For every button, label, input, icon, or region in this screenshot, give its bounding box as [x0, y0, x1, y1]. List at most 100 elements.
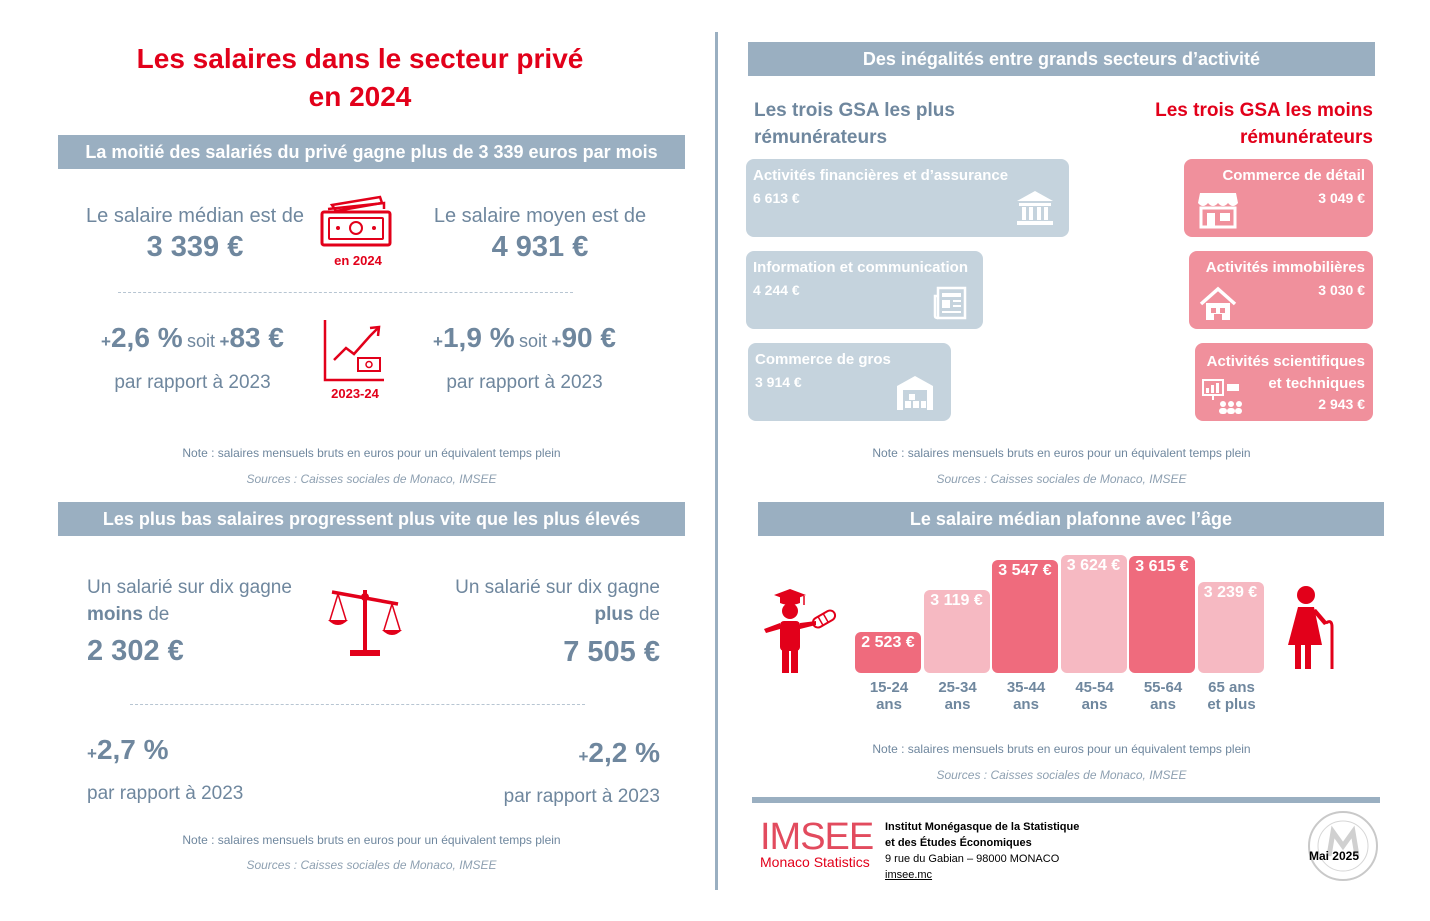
imsee-logo-sub: Monaco Statistics [760, 854, 870, 870]
sector-name: Information et communication [753, 259, 969, 276]
banknote-icon [320, 195, 392, 247]
plus-sign: + [551, 332, 562, 351]
sector-value: 3 914 € [755, 374, 802, 390]
age-bar-value: 3 239 € [1203, 583, 1258, 601]
age-bar: 3 119 € [923, 590, 990, 673]
age-category-label: 55-64 ans [1143, 679, 1183, 713]
graduate-icon [764, 589, 837, 673]
section-banner-age: Le salaire médian plafonne avec l’âge [758, 502, 1384, 536]
top-sectors-heading: Les trois GSA les plus rémunérateurs [754, 97, 955, 151]
high-decile-growth-pct: 2,2 % [588, 737, 660, 768]
high-decile-growth: +2,2 % [440, 737, 660, 769]
low-decile-label: Un salarié sur dix gagne moins de [87, 574, 327, 628]
mean-label: Le salaire moyen est de [433, 205, 647, 227]
soit-word: soit [187, 331, 216, 351]
footer-rule [752, 797, 1380, 803]
sector-name-line2: et techniques [1268, 375, 1365, 392]
sector-card-finance: Activités financières et d’assurance 6 6… [746, 159, 1069, 237]
institute-name-line1: Institut Monégasque de la Statistique [885, 821, 1080, 833]
age-bar: 3 615 € [1129, 555, 1195, 673]
chart-caption-2023-24: 2023-24 [331, 386, 379, 401]
sector-value: 3 030 € [1318, 282, 1365, 298]
newspaper-icon [933, 286, 967, 320]
mean-growth-abs: 90 € [561, 322, 616, 353]
sector-card-retail: Commerce de détail 3 049 € [1184, 159, 1373, 237]
bottom-sectors-heading-line1: Les trois GSA les moins [1155, 100, 1373, 121]
low-decile-de: de [142, 604, 170, 625]
low-decile-value: 2 302 € [87, 635, 184, 667]
low-decile-line1: Un salarié sur dix gagne [87, 577, 292, 598]
bank-icon [1017, 191, 1053, 225]
imsee-logo: IMSEE Monaco Statistics [760, 816, 874, 870]
high-decile-value: 7 505 € [563, 636, 660, 668]
median-growth-pct: 2,6 % [110, 322, 183, 353]
sector-name: Activités scientifiques et techniques [1207, 351, 1365, 395]
age-bar-chart: 2 523 € 15-24 ans 3 119 € 25-34 ans 3 547 € 35-… [850, 555, 1270, 715]
plus-sign: + [87, 744, 97, 763]
bottom-sectors-heading-line2: rémunérateurs [1239, 127, 1373, 148]
soit-word: soit [519, 331, 548, 351]
median-label: Le salaire médian est de [86, 205, 304, 227]
section-banner-median: La moitié des salariés du privé gagne pl… [58, 135, 685, 169]
warehouse-icon [897, 376, 933, 410]
page-title-line2: en 2024 [308, 81, 412, 112]
low-decile-growth: +2,7 % [87, 734, 169, 766]
age-bar-value: 3 547 € [998, 562, 1052, 580]
sector-name: Activités financières et d’assurance [753, 167, 1009, 184]
source-s1: Sources : Caisses sociales de Monaco, IM… [246, 472, 497, 486]
publication-date: Mai 2025 [1308, 849, 1360, 863]
low-decile-vs: par rapport à 2023 [87, 783, 244, 804]
icon-caption-2024: en 2024 [334, 253, 382, 268]
sector-name: Commerce de gros [755, 351, 891, 368]
median-value: 3 339 € [146, 231, 244, 263]
top-sectors-heading-line1: Les trois GSA les plus [754, 100, 955, 121]
age-category-label: 25-34 ans [938, 679, 977, 713]
age-bar: 3 547 € [992, 560, 1058, 673]
sector-name: Activités immobilières [1205, 259, 1365, 276]
imsee-logo-text: IMSEE [760, 816, 874, 858]
age-bar-value: 3 119 € [930, 592, 983, 610]
sector-name-line1: Activités scientifiques [1206, 353, 1365, 370]
age-bar: 2 523 € [855, 632, 921, 673]
top-sectors-heading-line2: rémunérateurs [754, 127, 888, 148]
shop-icon [1198, 193, 1238, 229]
high-decile-line2: plus de [420, 601, 660, 628]
sector-card-wholesale: Commerce de gros 3 914 € [748, 343, 951, 421]
low-decile-growth-pct: 2,7 % [96, 734, 169, 765]
sector-card-info-com: Information et communication 4 244 € [746, 251, 983, 329]
age-bar-value: 3 624 € [1066, 557, 1121, 574]
low-decile-line2: moins de [87, 601, 327, 628]
section-banner-deciles: Les plus bas salaires progressent plus v… [58, 502, 685, 536]
age-category-label: 65 ans et plus [1207, 679, 1256, 713]
sector-card-scientific: Activités scientifiques et techniques 2 … [1195, 343, 1373, 421]
high-decile-label: Un salarié sur dix gagne plus de [420, 574, 660, 628]
sector-card-real-estate: Activités immobilières 3 030 € [1189, 251, 1373, 329]
sector-value: 3 049 € [1318, 190, 1365, 206]
mean-growth: +1,9 % soit +90 € [392, 322, 657, 354]
note-s2: Note : salaires mensuels bruts en euros … [182, 833, 561, 847]
growth-chart-icon [323, 320, 384, 382]
scale-icon [328, 590, 402, 656]
high-decile-bold: plus [594, 604, 634, 625]
high-decile-line1: Un salarié sur dix gagne [455, 577, 660, 598]
age-category-label: 15-24 ans [869, 679, 909, 713]
median-growth-vs: par rapport à 2023 [114, 372, 271, 393]
sector-value: 6 613 € [753, 190, 800, 206]
note-s1: Note : salaires mensuels bruts en euros … [182, 446, 561, 460]
high-decile-vs: par rapport à 2023 [503, 786, 660, 807]
bottom-sectors-heading: Les trois GSA les moins rémunérateurs [1100, 97, 1373, 151]
source-s4: Sources : Caisses sociales de Monaco, IM… [936, 768, 1187, 782]
age-bar: 3 239 € [1197, 581, 1264, 673]
mean-growth-pct: 1,9 % [442, 322, 515, 353]
note-s4: Note : salaires mensuels bruts en euros … [872, 742, 1251, 756]
institute-address: 9 rue du Gabian – 98000 MONACO [885, 853, 1060, 865]
mean-growth-vs: par rapport à 2023 [446, 372, 603, 393]
age-bar: 3 624 € [1060, 555, 1127, 673]
website-link[interactable]: imsee.mc [885, 869, 933, 881]
dashed-separator [118, 292, 573, 293]
elderly-woman-icon [1288, 586, 1334, 669]
median-growth: +2,6 % soit +83 € [60, 322, 325, 354]
age-bar-value: 2 523 € [861, 634, 915, 652]
source-s3: Sources : Caisses sociales de Monaco, IM… [936, 472, 1187, 486]
age-bar-value: 3 615 € [1135, 557, 1189, 575]
